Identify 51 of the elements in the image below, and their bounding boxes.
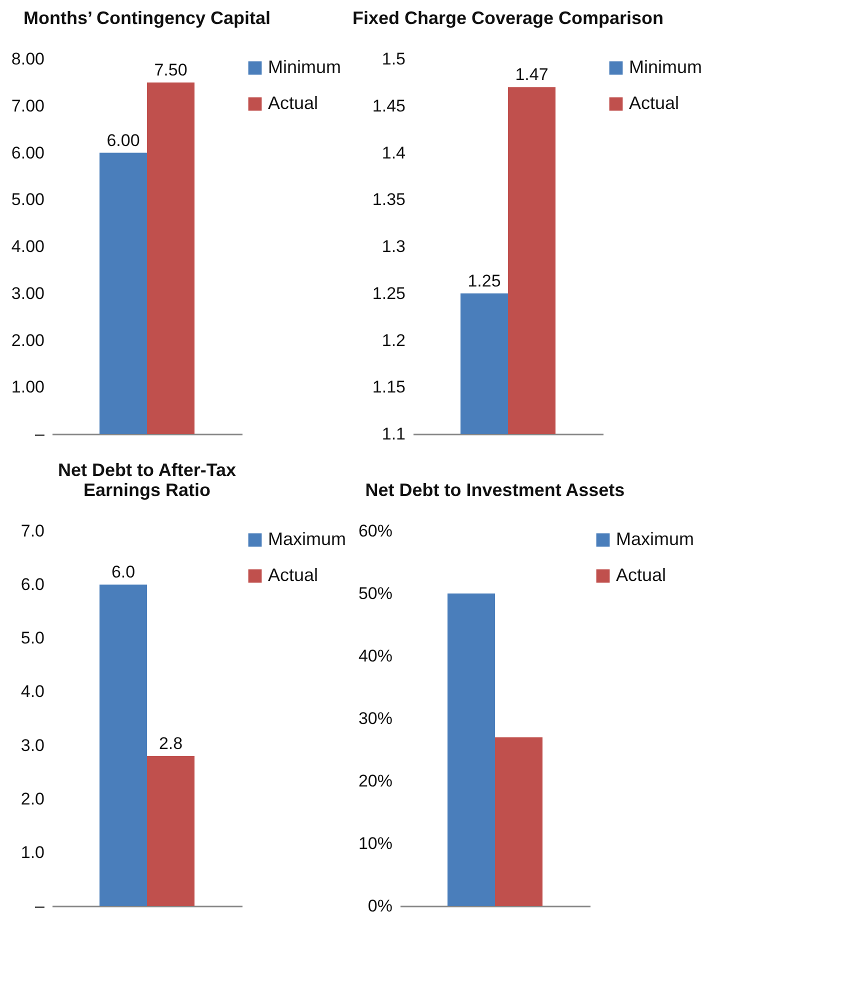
y-tick-label: 3.0 xyxy=(20,736,44,755)
y-tick-label: 1.2 xyxy=(382,330,406,350)
y-tick-label: 5.0 xyxy=(20,628,44,648)
data-label: 1.47 xyxy=(515,65,548,84)
legend-label: Actual xyxy=(629,93,680,113)
y-tick-label: 2.00 xyxy=(11,330,44,350)
y-tick-label: 1.25 xyxy=(372,284,406,303)
legend-label: Minimum xyxy=(629,57,702,77)
y-tick-label: 40% xyxy=(358,646,392,666)
y-tick-label: 1.3 xyxy=(382,237,406,256)
y-tick-label: 8.00 xyxy=(11,50,44,68)
data-label: 2.8 xyxy=(158,734,183,753)
chart-title: Fixed Charge Coverage Comparison xyxy=(352,8,664,28)
y-tick-label: 1.45 xyxy=(372,96,406,116)
y-tick-label: 1.15 xyxy=(372,378,406,397)
y-tick-label: 7.00 xyxy=(11,96,44,116)
y-tick-label: 30% xyxy=(358,709,392,728)
y-tick-label: 4.00 xyxy=(11,237,44,256)
legend-label: Maximum xyxy=(268,529,346,549)
y-tick-label: 3.00 xyxy=(11,284,44,303)
y-tick-label: 7.0 xyxy=(20,522,44,540)
data-label: 7.50 xyxy=(154,60,188,80)
y-tick-label: 10% xyxy=(358,834,392,853)
y-tick-label: 1.00 xyxy=(11,378,44,397)
chart-title: Net Debt to After-Tax Earnings Ratio xyxy=(58,460,236,500)
y-tick-label: 20% xyxy=(358,772,392,790)
y-tick-label: 60% xyxy=(358,522,392,540)
data-label: 1.25 xyxy=(468,271,501,290)
y-tick-label: 4.0 xyxy=(20,682,44,702)
chart-title: Months’ Contingency Capital xyxy=(23,8,271,28)
chart-title: Net Debt to Investment Assets xyxy=(365,480,625,500)
y-tick-label: – xyxy=(35,424,46,444)
data-label: 6.0 xyxy=(111,562,136,582)
legend-label: Minimum xyxy=(268,57,342,77)
y-tick-label: 1.35 xyxy=(372,190,406,210)
y-tick-label: 1.1 xyxy=(382,424,406,444)
y-tick-label: 5.00 xyxy=(11,190,44,210)
y-tick-label: 1.0 xyxy=(20,842,44,862)
legend-label: Actual xyxy=(268,565,318,585)
legend-label: Actual xyxy=(616,565,666,585)
legend-label: Maximum xyxy=(616,529,694,549)
y-tick-label: 50% xyxy=(358,584,392,603)
y-tick-label: 6.0 xyxy=(20,575,44,594)
y-tick-label: 1.5 xyxy=(382,50,406,68)
data-label: 6.00 xyxy=(106,130,140,150)
y-tick-label: 2.0 xyxy=(20,789,44,808)
y-tick-label: 1.4 xyxy=(382,143,406,162)
y-tick-label: 0% xyxy=(368,896,392,916)
legend-label: Actual xyxy=(268,93,318,113)
y-tick-label: – xyxy=(35,896,46,916)
y-tick-label: 6.00 xyxy=(11,143,44,162)
